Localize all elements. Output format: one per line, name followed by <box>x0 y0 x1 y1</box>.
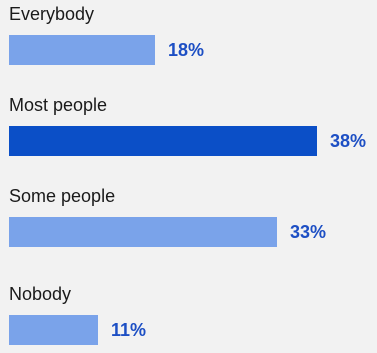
bar <box>9 217 277 247</box>
bar-row: Most people 38% <box>9 94 377 164</box>
value-label: 38% <box>330 131 367 151</box>
category-label: Everybody <box>9 4 95 24</box>
bar-row: Some people 33% <box>9 185 377 255</box>
bar <box>9 315 98 345</box>
category-label: Some people <box>9 186 116 206</box>
bar-row: Everybody 18% <box>9 3 377 73</box>
bar-row: Nobody 11% <box>9 283 377 353</box>
category-label: Nobody <box>9 284 72 304</box>
value-label: 33% <box>290 222 327 242</box>
bar <box>9 35 155 65</box>
category-label: Most people <box>9 95 108 115</box>
value-label: 18% <box>168 40 205 60</box>
bar <box>9 126 317 156</box>
value-label: 11% <box>111 320 147 340</box>
